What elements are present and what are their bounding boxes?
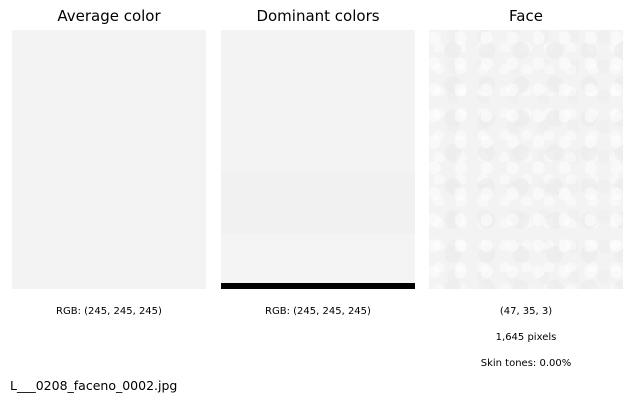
average-color-title: Average color	[57, 7, 161, 25]
dominant-color-band-2	[221, 172, 415, 234]
face-pixel-count: 1,645 pixels	[495, 332, 557, 343]
dominant-colors-rgb-caption: RGB: (245, 245, 245)	[265, 306, 371, 317]
dominant-colors-swatch	[221, 30, 415, 289]
dominant-color-band-4	[221, 283, 415, 289]
face-swatch	[429, 30, 623, 289]
image-filename: L___0208_faceno_0002.jpg	[10, 378, 178, 393]
dominant-color-band-3	[221, 234, 415, 283]
average-color-rgb-caption: RGB: (245, 245, 245)	[56, 306, 162, 317]
dominant-colors-title: Dominant colors	[256, 7, 380, 25]
dominant-color-band-1	[221, 30, 415, 172]
face-skin-tones: Skin tones: 0.00%	[480, 358, 572, 369]
face-rgb-caption: (47, 35, 3)	[499, 306, 553, 317]
face-title: Face	[509, 7, 543, 25]
average-color-swatch	[12, 30, 206, 289]
